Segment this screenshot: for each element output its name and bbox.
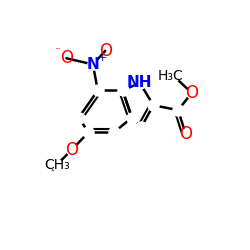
Text: O: O	[179, 125, 192, 143]
Text: O: O	[185, 84, 198, 102]
Text: CH₃: CH₃	[44, 158, 70, 172]
Text: O: O	[60, 49, 73, 67]
Text: N: N	[86, 57, 99, 72]
Text: ⁻: ⁻	[54, 46, 60, 56]
Text: NH: NH	[127, 76, 152, 90]
Text: H₃C: H₃C	[158, 68, 184, 82]
Text: O: O	[99, 42, 112, 60]
Text: +: +	[98, 52, 108, 62]
Text: O: O	[65, 141, 78, 159]
